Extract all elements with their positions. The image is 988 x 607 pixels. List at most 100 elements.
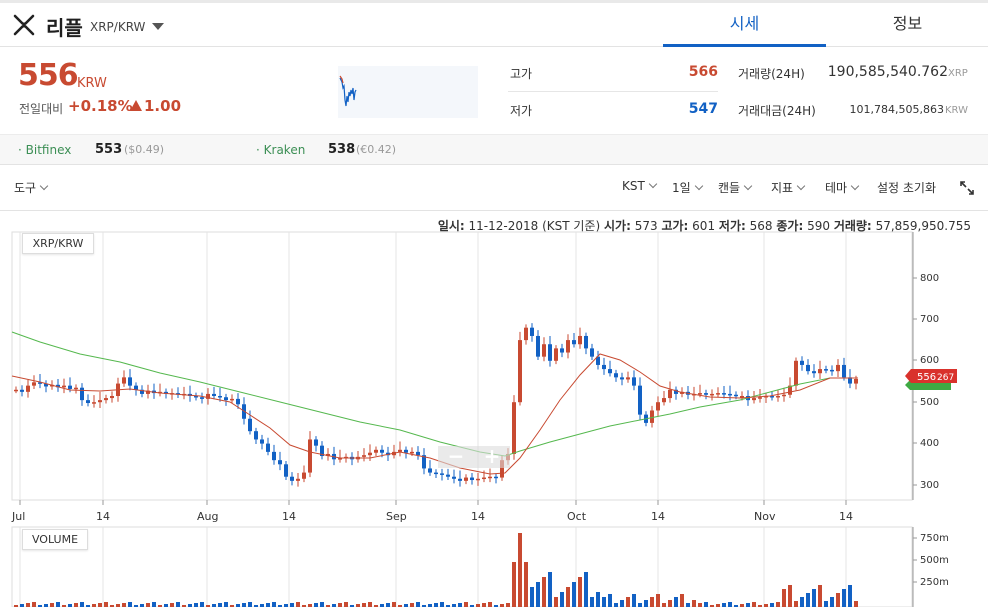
candle-body: [374, 449, 378, 453]
volume-bar: [302, 605, 306, 607]
price-chart[interactable]: 800 700 600 500 400 300 Jul 14 Aug 14 Se…: [0, 230, 988, 607]
volume-bar: [80, 602, 84, 607]
volume-bar: [644, 600, 648, 607]
candle-body: [680, 391, 684, 394]
last-price-tag-red: [905, 369, 957, 383]
volume-bar: [254, 605, 258, 607]
chevron-down-icon: [39, 181, 49, 191]
amount-value: 101,784,505,863: [849, 103, 944, 116]
volume-bar: [392, 602, 396, 607]
tab-info[interactable]: 정보: [892, 14, 923, 33]
volume-bar: [32, 602, 36, 607]
candle-body: [476, 478, 480, 481]
top-border: [0, 0, 988, 3]
candle-body: [800, 360, 804, 365]
volume-bar: [494, 605, 498, 607]
volume-bar: [230, 605, 234, 607]
theme-menu[interactable]: 테마: [825, 179, 860, 196]
tab-market[interactable]: 시세: [663, 3, 826, 47]
candle-body: [842, 364, 846, 378]
candle-body: [110, 395, 114, 399]
candle-body: [662, 398, 666, 403]
volume-label: 거래량(24H): [738, 67, 805, 81]
volume-bar: [578, 577, 582, 607]
volume-bar: [218, 603, 222, 607]
volume-bar: [422, 605, 426, 607]
volume-bar: [320, 602, 324, 607]
candle-body: [530, 327, 534, 336]
pair-dropdown-chevron-icon[interactable]: [152, 23, 164, 30]
zoom-out-button[interactable]: −: [438, 446, 474, 468]
volume-bar: [188, 604, 192, 607]
candle-body: [794, 360, 798, 386]
mini-sparkline-chart: [338, 66, 478, 118]
volume-tick-750m: 750m: [920, 533, 949, 544]
volume-bar: [770, 603, 774, 607]
candle-body: [302, 472, 306, 479]
candle-body: [32, 382, 36, 386]
candle-body: [56, 384, 60, 388]
price-tick-500: 500: [920, 397, 939, 408]
volume-bar: [128, 602, 132, 607]
volume-tick-500m: 500m: [920, 555, 949, 566]
volume-bar: [350, 605, 354, 607]
timezone-menu[interactable]: KST: [622, 179, 658, 193]
candle-body: [164, 391, 168, 394]
exchange-bitfinex-price: 553: [95, 142, 123, 157]
date-tick-sep: Sep: [386, 510, 407, 523]
reset-settings-button[interactable]: 설정 초기화: [877, 181, 937, 195]
candle-body: [410, 451, 414, 454]
zoom-in-button[interactable]: +: [474, 446, 510, 468]
volume-bar: [752, 602, 756, 607]
volume-bar: [110, 605, 114, 607]
candle-body: [488, 476, 492, 479]
candle-body: [296, 478, 300, 481]
volume-bar: [344, 602, 348, 607]
volume-bar: [668, 600, 672, 607]
candle-body: [266, 443, 270, 452]
candle-body: [230, 398, 234, 401]
fullscreen-expand-icon[interactable]: [960, 181, 974, 195]
volume-plot-area: [11, 526, 913, 607]
amount-unit: KRW: [945, 105, 968, 116]
tools-menu[interactable]: 도구: [14, 179, 49, 196]
volume-bar: [332, 604, 336, 607]
volume-bar: [608, 594, 612, 607]
volume-bar: [614, 603, 618, 607]
candle-body: [98, 400, 102, 403]
candle-body: [218, 395, 222, 398]
volume-bar: [416, 602, 420, 607]
volume-bar: [446, 605, 450, 607]
volume-bar: [674, 597, 678, 607]
volume-bar: [284, 604, 288, 607]
volume-bar: [704, 602, 708, 607]
volume-bar: [182, 605, 186, 607]
exchange-kraken-eur: (€0.42): [356, 143, 397, 156]
price-tick-700: 700: [920, 314, 939, 325]
candle-body: [440, 473, 444, 475]
candle-body: [560, 348, 564, 353]
candle-body: [200, 397, 204, 399]
candle-body: [458, 478, 462, 481]
candle-body: [500, 460, 504, 478]
low-value: 547: [688, 101, 718, 117]
volume-bar: [536, 582, 540, 607]
volume-bar: [830, 597, 834, 607]
volume-bar: [602, 597, 606, 607]
candle-body: [428, 468, 432, 473]
candle-body: [776, 395, 780, 398]
volume-bar: [686, 603, 690, 607]
candle-menu[interactable]: 캔들: [718, 179, 753, 196]
exchange-prices-bar: · Bitfinex 553 ($0.49) · Kraken 538 (€0.…: [0, 134, 988, 165]
candle-body: [494, 476, 498, 479]
interval-menu[interactable]: 1일: [672, 179, 703, 196]
candle-body: [194, 395, 198, 398]
price-plot-area: [11, 231, 913, 501]
exchange-kraken-price: 538: [328, 142, 356, 157]
candle-body: [26, 385, 30, 392]
volume-bar: [728, 602, 732, 607]
candle-body: [716, 393, 720, 395]
candle-body: [314, 439, 318, 446]
date-tick-oct: Oct: [567, 510, 587, 523]
indicator-menu[interactable]: 지표: [771, 179, 806, 196]
